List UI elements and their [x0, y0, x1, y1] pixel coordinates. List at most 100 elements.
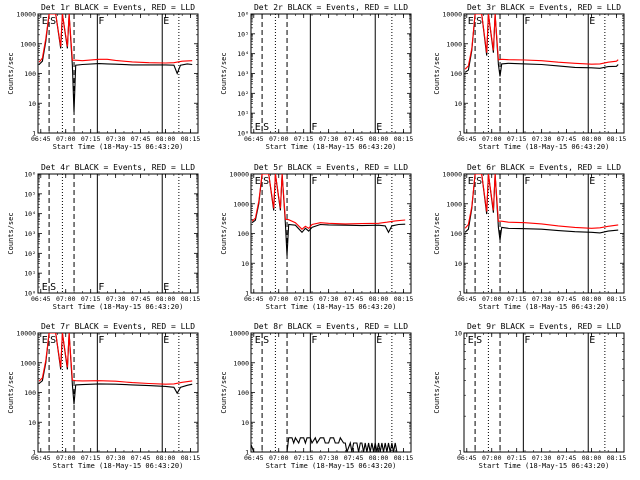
x-tick-label: 06:45 [31, 135, 51, 143]
flag-label-e: E [376, 176, 382, 187]
x-tick-label: 07:15 [294, 454, 314, 462]
flag-label-e: E [589, 16, 595, 27]
chart-panel-8: Det 8r BLACK = Events, RED = LLD 1 10 100 10… [220, 322, 413, 470]
y-tick-label: 10¹ [237, 110, 249, 118]
chart-panel-4: Det 4r BLACK = Events, RED = LLD 10⁰ 10¹ 10… [7, 163, 200, 311]
x-tick-label: 08:15 [181, 454, 201, 462]
y-tick-label: 10² [237, 90, 249, 98]
x-tick-label: 07:00 [56, 295, 76, 303]
x-tick-label: 08:15 [394, 454, 414, 462]
y-axis-label: Counts/sec [7, 212, 15, 254]
y-tick-label: 10 [454, 100, 462, 108]
y-tick-label: 10000 [229, 330, 249, 338]
x-tick-label: 06:45 [244, 295, 264, 303]
x-tick-label: 08:00 [582, 135, 602, 143]
series-events-line [38, 14, 193, 113]
chart-title: Det 6r BLACK = Events, RED = LLD [467, 163, 621, 172]
flag-label-s: S [476, 16, 482, 27]
x-tick-label: 08:00 [369, 454, 389, 462]
x-axis-label: Start Time (18-May-15 06:43:20) [53, 462, 184, 470]
y-axis-label: Counts/sec [433, 212, 441, 254]
chart-title: Det 3r BLACK = Events, RED = LLD [467, 3, 621, 12]
x-tick-label: 07:00 [482, 295, 502, 303]
y-tick-label: 10000 [442, 171, 462, 179]
series-lld-line [464, 14, 619, 70]
y-axis-label: Counts/sec [433, 52, 441, 94]
flag-label-e: E [255, 335, 261, 346]
x-tick-label: 07:30 [532, 135, 552, 143]
y-axis-label: Counts/sec [220, 371, 228, 413]
x-tick-label: 08:00 [156, 295, 176, 303]
y-tick-label: 10⁶ [237, 11, 249, 19]
x-tick-label: 07:45 [344, 295, 364, 303]
y-tick-label: 10000 [16, 11, 36, 19]
y-tick-label: 100 [237, 389, 249, 397]
x-tick-label: 08:00 [582, 295, 602, 303]
x-tick-label: 07:15 [507, 135, 527, 143]
y-tick-label: 1000 [446, 200, 462, 208]
x-tick-label: 07:30 [106, 454, 126, 462]
x-tick-label: 06:45 [457, 295, 477, 303]
x-tick-label: 07:45 [131, 454, 151, 462]
x-axis-label: Start Time (18-May-15 06:43:20) [266, 143, 397, 151]
x-tick-label: 07:45 [344, 135, 364, 143]
x-tick-label: 07:30 [319, 454, 339, 462]
flag-label-f: F [98, 16, 104, 27]
x-tick-label: 07:45 [344, 454, 364, 462]
x-tick-label: 07:30 [319, 135, 339, 143]
x-tick-label: 06:45 [244, 135, 264, 143]
x-tick-label: 07:30 [106, 135, 126, 143]
chart-panel-1: Det 1r BLACK = Events, RED = LLD 1 10 100 10… [7, 3, 200, 151]
flag-label-e: E [468, 335, 474, 346]
x-tick-label: 07:15 [81, 454, 101, 462]
flag-label-s: S [476, 335, 482, 346]
x-tick-label: 07:30 [532, 454, 552, 462]
y-tick-label: 10000 [442, 11, 462, 19]
y-tick-label: 10000 [229, 171, 249, 179]
chart-panel-2: Det 2r BLACK = Events, RED = LLD 10⁰ 10¹ 10… [220, 3, 413, 151]
x-tick-label: 08:15 [394, 295, 414, 303]
x-tick-label: 07:15 [507, 295, 527, 303]
y-axis-label: Counts/sec [7, 371, 15, 413]
y-tick-label: 10⁵ [24, 190, 36, 198]
flag-label-f: F [524, 16, 530, 27]
y-tick-label: 1000 [233, 359, 249, 367]
x-tick-label: 08:00 [156, 135, 176, 143]
y-tick-label: 1 [458, 449, 462, 457]
flag-label-e: E [589, 335, 595, 346]
flag-label-f: F [311, 122, 317, 133]
y-tick-label: 10⁵ [237, 30, 249, 38]
flag-label-e: E [468, 176, 474, 187]
y-tick-label: 1 [245, 449, 249, 457]
x-axis-label: Start Time (18-May-15 06:43:20) [53, 303, 184, 311]
y-tick-label: 10⁰ [24, 290, 36, 298]
chart-title: Det 4r BLACK = Events, RED = LLD [41, 163, 195, 172]
x-tick-label: 07:30 [532, 295, 552, 303]
flag-label-f: F [524, 176, 530, 187]
x-axis-label: Start Time (18-May-15 06:43:20) [479, 303, 610, 311]
y-tick-label: 10¹ [24, 270, 36, 278]
flag-label-f: F [311, 176, 317, 187]
y-tick-label: 1 [458, 290, 462, 298]
x-axis-label: Start Time (18-May-15 06:43:20) [53, 143, 184, 151]
series-lld-line [464, 174, 619, 229]
series-lld-line [38, 14, 193, 64]
flag-label-e: E [255, 176, 261, 187]
flag-label-s: S [263, 176, 269, 187]
flag-label-s: S [50, 335, 56, 346]
plot-frame [250, 332, 412, 453]
chart-title: Det 5r BLACK = Events, RED = LLD [254, 163, 408, 172]
x-tick-label: 08:15 [607, 295, 627, 303]
x-tick-label: 07:45 [557, 454, 577, 462]
flag-label-e: E [163, 335, 169, 346]
flag-label-s: S [263, 335, 269, 346]
flag-label-e: E [376, 122, 382, 133]
flag-label-f: F [98, 335, 104, 346]
chart-title: Det 9r BLACK = Events, RED = LLD [467, 322, 621, 331]
flag-label-e: E [468, 16, 474, 27]
y-tick-label: 100 [24, 70, 36, 78]
flag-label-s: S [263, 122, 269, 133]
y-tick-label: 10⁴ [24, 210, 36, 218]
x-tick-label: 06:45 [31, 454, 51, 462]
